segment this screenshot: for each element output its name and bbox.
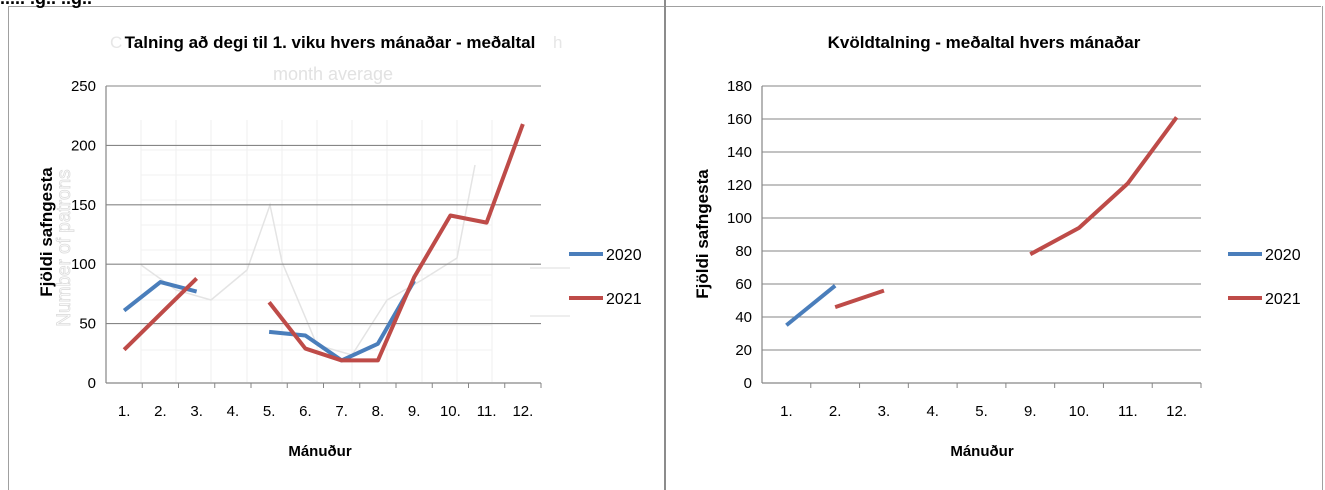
x-tick-label: 6. — [299, 403, 312, 420]
x-tick-label: 3. — [878, 403, 891, 420]
y-tick-label: 180 — [727, 78, 752, 95]
ghost-title-start: C — [110, 33, 122, 52]
y-tick-label: 200 — [71, 137, 96, 154]
x-tick-label: 2. — [829, 403, 842, 420]
ghost-title-end: h — [553, 33, 562, 52]
x-tick-label: 1. — [780, 403, 793, 420]
series-line-2021 — [1030, 117, 1176, 254]
chart-monthly-day-count: Talning að degi til 1. viku hvers mánaða… — [0, 0, 664, 490]
x-tick-label: 12. — [1166, 403, 1187, 420]
y-tick-label: 60 — [735, 276, 752, 293]
y-tick-label: 50 — [79, 316, 96, 333]
y-tick-label: 20 — [735, 342, 752, 359]
x-tick-label: 5. — [263, 403, 276, 420]
series-line-2021 — [835, 291, 884, 308]
series-line-2021 — [124, 278, 197, 349]
series-line-2020 — [124, 282, 197, 311]
x-tick-label: 12. — [512, 403, 533, 420]
x-tick-label: 1. — [118, 403, 131, 420]
x-tick-label: 10. — [1069, 403, 1090, 420]
x-tick-label: 5. — [975, 403, 988, 420]
x-tick-label: 4. — [926, 403, 939, 420]
y-axis-label: Fjöldi safngesta — [693, 169, 712, 299]
series-line-2020 — [269, 281, 414, 361]
x-tick-label: 8. — [372, 403, 385, 420]
x-tick-label: 10. — [440, 403, 461, 420]
x-tick-label: 11. — [1118, 403, 1138, 420]
x-tick-label: 9. — [1024, 403, 1037, 420]
legend-label-2021: 2021 — [1265, 291, 1301, 308]
y-tick-label: 120 — [727, 177, 752, 194]
x-axis-label: Mánuður — [950, 443, 1013, 460]
series-line-2020 — [786, 286, 835, 326]
chart-evening-count: Kvöldtalning - meðaltal hvers mánaðar 0 2… — [666, 0, 1325, 490]
y-tick-label: 40 — [735, 309, 752, 326]
y-tick-label: 250 — [71, 78, 96, 95]
x-axis-label: Mánuður — [288, 443, 351, 460]
y-tick-label: 0 — [744, 375, 752, 392]
x-tick-label: 3. — [190, 403, 203, 420]
ghost-subtitle: month average — [273, 64, 393, 84]
y-tick-label: 160 — [727, 111, 752, 128]
legend-label-2021: 2021 — [606, 291, 642, 308]
chart-title: Talning að degi til 1. viku hvers mánaða… — [125, 33, 536, 52]
x-tick-label: 7. — [335, 403, 348, 420]
y-tick-label: 0 — [88, 375, 96, 392]
legend-label-2020: 2020 — [606, 247, 642, 264]
x-tick-label: 2. — [154, 403, 167, 420]
legend-label-2020: 2020 — [1265, 247, 1301, 264]
x-tick-label: 4. — [227, 403, 240, 420]
y-tick-label: 140 — [727, 144, 752, 161]
y-tick-label: 100 — [727, 210, 752, 227]
x-tick-label: 11. — [477, 403, 497, 420]
ghost-y-axis-label: Number of patrons — [54, 169, 75, 326]
y-tick-label: 80 — [735, 243, 752, 260]
x-tick-label: 9. — [408, 403, 421, 420]
chart-title: Kvöldtalning - meðaltal hvers mánaðar — [828, 33, 1141, 52]
